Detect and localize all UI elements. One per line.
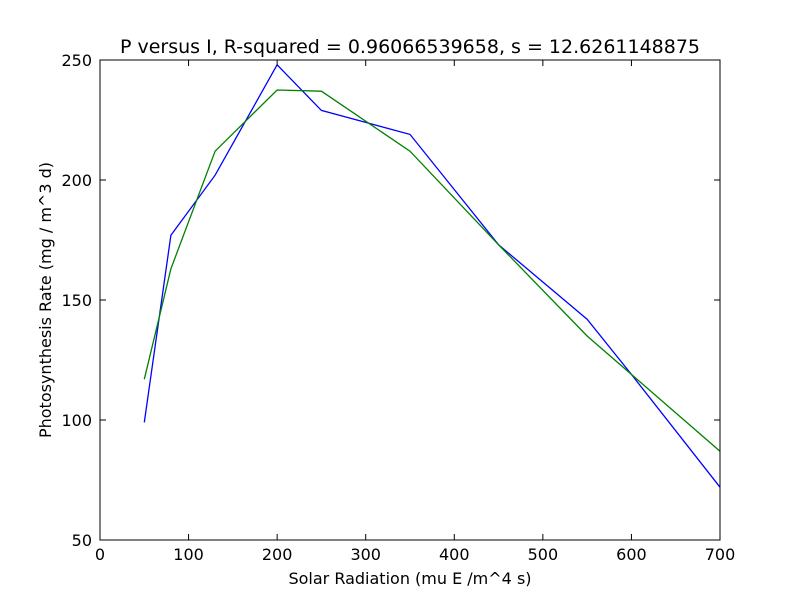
- x-tick-label: 100: [173, 545, 204, 564]
- y-tick-label: 150: [61, 291, 92, 310]
- y-tick-label: 200: [61, 171, 92, 190]
- y-tick-label: 250: [61, 51, 92, 70]
- x-tick-label: 600: [616, 545, 647, 564]
- series-line-2: [143, 89, 721, 452]
- x-tick-label: 400: [439, 545, 470, 564]
- chart-title: P versus I, R-squared = 0.96066539658, s…: [120, 36, 700, 58]
- x-tick-label: 200: [262, 545, 293, 564]
- x-tick-label: 300: [350, 545, 381, 564]
- x-tick-label: 700: [705, 545, 736, 564]
- y-tick-label: 50: [72, 531, 92, 550]
- x-tick-label: 500: [528, 545, 559, 564]
- x-tick-label: 0: [95, 545, 105, 564]
- x-axis-label: Solar Radiation (mu E /m^4 s): [288, 569, 531, 588]
- series-layer: [143, 63, 721, 488]
- y-tick-label: 100: [61, 411, 92, 430]
- y-axis-label: Photosynthesis Rate (mg / m^3 d): [36, 162, 55, 438]
- ticks-layer: 0 100 200 300 400 500 600 700 50 100 150 200 250: [61, 51, 735, 564]
- series-line-1: [143, 63, 721, 488]
